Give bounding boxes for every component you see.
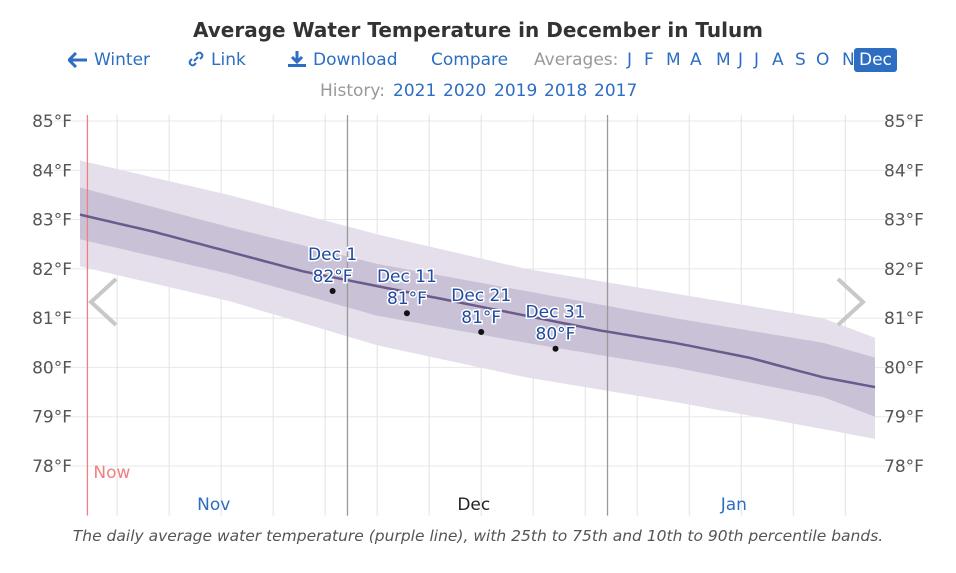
download-label: Download	[313, 50, 398, 70]
history-year-2019[interactable]: 2019	[494, 81, 538, 101]
chevron-right-icon	[836, 277, 866, 327]
average-line	[79, 213, 876, 389]
now-label: Now	[93, 463, 130, 483]
data-point	[329, 288, 336, 295]
y-tick-label-right: 78°F	[884, 457, 924, 477]
band-25-75	[80, 187, 875, 417]
y-tick-label-right: 83°F	[884, 211, 924, 231]
data-point	[552, 345, 559, 352]
y-tick-label-right: 79°F	[884, 408, 924, 428]
y-tick-label-right: 81°F	[884, 309, 924, 329]
annotation-value: 80°F	[536, 325, 576, 345]
next-arrow-button[interactable]	[834, 276, 868, 328]
annotation-date: Dec 31	[526, 303, 586, 323]
arrow-left-icon	[66, 51, 87, 69]
month-button-7[interactable]: A	[772, 50, 784, 70]
link-icon	[188, 51, 204, 67]
y-tick-label-left: 80°F	[32, 358, 72, 378]
y-tick-label-left: 83°F	[32, 211, 72, 231]
averages-label: Averages:	[534, 50, 619, 70]
month-button-3[interactable]: A	[690, 50, 702, 70]
month-label-jan: Jan	[720, 495, 747, 515]
month-label-dec: Dec	[457, 495, 490, 515]
chevron-left-icon	[88, 277, 118, 327]
month-label-nov: Nov	[197, 495, 230, 515]
history-year-2020[interactable]: 2020	[443, 81, 487, 101]
month-button-2[interactable]: M	[666, 50, 681, 70]
history-year-2018[interactable]: 2018	[544, 81, 588, 101]
temperature-chart: Now 78°F 78°F 79°F 79°F 80°F 80°F 81°F 81°F 82°F 8…	[32, 112, 924, 516]
history-year-2021[interactable]: 2021	[393, 81, 437, 101]
y-tick-label-left: 78°F	[32, 457, 72, 477]
history-label: History:	[320, 81, 385, 101]
month-button-4[interactable]: M	[716, 50, 731, 70]
month-button-8[interactable]: S	[795, 50, 806, 70]
y-tick-label-right: 80°F	[884, 358, 924, 378]
y-tick-label-left: 82°F	[32, 260, 72, 280]
data-point	[403, 310, 410, 317]
annotation-value: 81°F	[461, 308, 501, 328]
month-button-11[interactable]: Dec	[854, 48, 897, 72]
nav-row: Winter Link Download Compare Averages: J…	[0, 48, 956, 76]
prev-arrow-button[interactable]	[86, 276, 120, 328]
winter-label: Winter	[94, 50, 151, 70]
month-button-1[interactable]: F	[644, 50, 654, 70]
y-tick-label-left: 85°F	[32, 112, 72, 132]
y-tick-label-right: 84°F	[884, 161, 924, 181]
link-button[interactable]: Link	[187, 50, 246, 70]
month-button-5[interactable]: J	[738, 50, 744, 70]
winter-link[interactable]: Winter	[66, 50, 151, 70]
y-tick-label-left: 81°F	[32, 309, 72, 329]
month-button-9[interactable]: O	[816, 50, 830, 70]
y-tick-label-right: 85°F	[884, 112, 924, 132]
month-button-10[interactable]: N	[842, 50, 855, 70]
y-tick-label-left: 79°F	[32, 408, 72, 428]
compare-button[interactable]: Compare	[431, 50, 509, 70]
month-button-0[interactable]: J	[627, 50, 633, 70]
download-button[interactable]: Download	[287, 50, 398, 70]
download-icon	[288, 51, 306, 67]
link-label: Link	[211, 50, 246, 70]
chart-caption: The daily average water temperature (pur…	[72, 527, 884, 545]
annotation-value: 81°F	[387, 289, 427, 309]
annotation-value: 82°F	[313, 267, 353, 287]
data-point	[478, 328, 485, 335]
annotation-date: Dec 21	[451, 286, 511, 306]
y-tick-label-left: 84°F	[32, 161, 72, 181]
month-button-6[interactable]: J	[754, 50, 760, 70]
page-title: Average Water Temperature in December in…	[192, 18, 764, 42]
annotation-date: Dec 11	[377, 267, 437, 287]
history-year-2017[interactable]: 2017	[594, 81, 638, 101]
y-tick-label-right: 82°F	[884, 260, 924, 280]
annotation-date: Dec 1	[308, 245, 357, 265]
